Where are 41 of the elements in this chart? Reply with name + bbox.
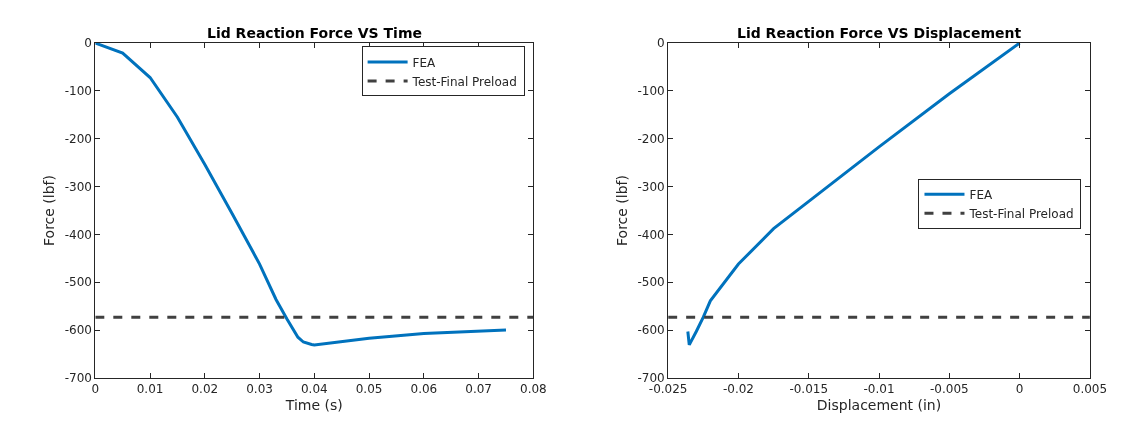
x-tick-label: -0.005 [929,382,969,397]
y-tick-label: 0 [657,36,665,51]
legend-label: Test-Final Preload [968,206,1074,221]
legend-label: FEA [969,187,993,202]
y-tick-label: -400 [637,227,665,242]
y-tick-label: -100 [637,84,665,99]
x-tick-label: 0.005 [1072,382,1108,397]
x-tick-label: 0.02 [191,382,219,397]
x-axis-title: Time (s) [284,396,343,413]
y-tick-label: -200 [637,131,665,146]
x-tick-label: 0.01 [136,382,164,397]
x-tick-label: -0.015 [789,382,829,397]
x-tick-label: 0.06 [410,382,438,397]
x-axis-title: Displacement (in) [816,396,942,413]
y-tick-label: -600 [637,323,665,338]
line-series [686,43,1022,347]
legend-label: Test-Final Preload [411,74,517,89]
x-tick-label: -0.02 [722,382,754,397]
y-tick-label: -300 [637,179,665,194]
y-tick-label: 0 [84,36,92,51]
x-tick-label: 0.07 [465,382,492,397]
y-tick-label: -500 [637,275,665,290]
y-axis-title: Force (lbf) [41,175,58,246]
x-tick-label: 0 [1015,382,1024,397]
y-tick-label: -100 [64,84,92,99]
x-tick-label: -0.025 [648,382,688,397]
x-tick-label: 0.05 [355,382,383,397]
y-tick-label: -200 [64,131,92,146]
x-tick-label: 0.08 [520,382,547,397]
y-tick-label: -700 [64,371,92,386]
chart-title: Lid Reaction Force VS Displacement [737,25,1022,41]
x-tick-label: 0.03 [246,382,273,397]
legend-label: FEA [412,55,437,70]
chart-title: Lid Reaction Force VS Time [207,25,422,41]
y-tick-label: -300 [64,179,92,194]
x-tick-label: -0.01 [863,382,895,397]
y-axis-title: Force (lbf) [614,175,631,246]
y-tick-label: -400 [64,227,92,242]
x-tick-label: 0.04 [300,382,328,397]
y-tick-label: -500 [64,275,92,290]
y-tick-label: -600 [64,323,92,338]
